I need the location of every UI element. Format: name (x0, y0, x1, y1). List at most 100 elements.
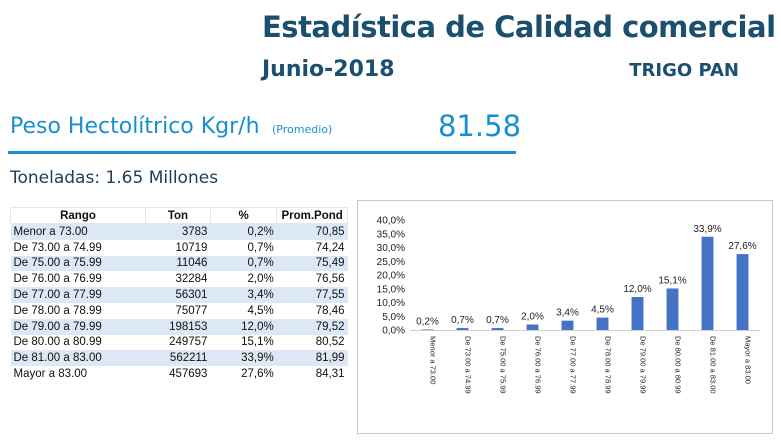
table-row: De 73.00 a 74.99 10719 0,7% 74,24 (11, 240, 348, 256)
y-tick-label: 20,0% (377, 271, 405, 282)
metric-label: Peso Hectolítrico Kgr/h (10, 114, 260, 139)
cell-pct: 0,2% (210, 223, 277, 240)
cell-rango: De 77.00 a 77.99 (10, 287, 146, 303)
table-row: De 81.00 a 83.00 562211 33,9% 81,99 (10, 350, 348, 367)
table-row: De 77.00 a 77.99 56301 3,4% 77,55 (10, 287, 348, 303)
cell-prom: 77,55 (276, 287, 348, 303)
cell-prom: 84,31 (315, 368, 345, 381)
column-header-ton: Ton (144, 207, 211, 224)
table-row: Mayor a 83.00 457693 27,6% 84,31 (11, 366, 348, 382)
x-tick-label: De 80.00 a 80.99 (674, 336, 683, 394)
cell-ton: 10719 (175, 241, 208, 254)
table-row: Menor a 73.00 3783 0,2% 70,85 (10, 223, 348, 240)
cell-rango: Mayor a 83.00 (13, 368, 88, 381)
cell-rango: De 79.00 a 79.99 (10, 318, 146, 335)
cell-prom: 74,24 (315, 241, 345, 254)
cell-pct: 4,5% (247, 304, 274, 317)
y-tick-label: 10,0% (377, 298, 405, 309)
cell-rango: De 76.00 a 76.99 (13, 273, 102, 286)
bar-value-label: 4,5% (591, 305, 614, 316)
cell-pct: 12,0% (210, 318, 277, 335)
cell-pct: 27,6% (241, 368, 274, 381)
bar (421, 329, 434, 331)
table-header-row: Rango Ton % Prom.Pond (10, 207, 348, 224)
product-name: TRIGO PAN (629, 60, 739, 81)
metric-underline (8, 151, 516, 154)
cell-ton: 75077 (175, 304, 208, 317)
cell-rango: De 75.00 a 75.99 (10, 255, 146, 272)
cell-pct: 2,0% (247, 273, 274, 286)
bar-value-label: 27,6% (728, 241, 756, 252)
bar-value-label: 3,4% (556, 308, 579, 319)
column-header-rango: Rango (10, 207, 146, 224)
metric-sublabel: (Promedio) (272, 123, 333, 136)
x-tick-label: De 81.00 a 83.00 (709, 336, 718, 394)
cell-ton: 56301 (145, 287, 211, 303)
x-tick-label: Mayor a 83.00 (744, 336, 753, 384)
cell-ton: 11046 (145, 255, 211, 272)
cell-ton: 32284 (175, 273, 208, 286)
bar (596, 317, 609, 330)
cell-ton: 249757 (169, 336, 208, 349)
bar (526, 324, 539, 330)
bar-value-label: 15,1% (658, 275, 686, 286)
y-tick-label: 0,0% (382, 326, 405, 337)
cell-ton: 198153 (145, 318, 211, 335)
y-tick-label: 25,0% (377, 257, 405, 268)
cell-pct: 0,7% (247, 241, 274, 254)
cell-rango: De 73.00 a 74.99 (13, 241, 102, 254)
x-tick-label: Menor a 73.00 (429, 336, 438, 384)
range-table: Rango Ton % Prom.Pond Menor a 73.00 3783… (10, 207, 348, 382)
cell-pct: 33,9% (210, 350, 277, 367)
cell-prom: 78,46 (315, 304, 345, 317)
y-tick-label: 5,0% (382, 312, 405, 323)
bar-value-label: 2,0% (521, 312, 544, 323)
bar (701, 236, 714, 330)
bar (736, 254, 749, 330)
cell-rango: De 80.00 a 80.99 (13, 336, 102, 349)
cell-pct: 15,1% (241, 336, 274, 349)
cell-prom: 70,85 (276, 223, 348, 240)
bar-value-label: 12,0% (623, 284, 651, 295)
table-row: De 80.00 a 80.99 249757 15,1% 80,52 (11, 335, 348, 351)
table-row: De 79.00 a 79.99 198153 12,0% 79,52 (10, 318, 348, 335)
cell-prom: 80,52 (315, 336, 345, 349)
x-tick-label: De 76.00 a 76.99 (534, 336, 543, 394)
column-header-pct: % (209, 207, 278, 224)
cell-ton: 457693 (169, 368, 208, 381)
cell-prom: 75,49 (276, 255, 348, 272)
distribution-bar-chart: 0,0% 5,0% 10,0% 15,0% 20,0% 25,0% 30,0% 35,0% 40… (377, 216, 760, 394)
bar-value-label: 0,2% (416, 316, 439, 327)
table-row: De 78.00 a 78.99 75077 4,5% 78,46 (11, 303, 348, 319)
bar (561, 320, 574, 330)
bar (456, 328, 469, 330)
x-tick-label: De 73.00 a 74.99 (464, 336, 473, 394)
tonnage-total: Toneladas: 1.65 Millones (10, 168, 219, 188)
cell-rango: De 78.00 a 78.99 (13, 304, 102, 317)
report-title: Estadística de Calidad comercial (262, 10, 776, 44)
cell-pct: 3,4% (210, 287, 277, 303)
bar-value-label: 33,9% (693, 224, 721, 235)
x-tick-label: De 75.00 a 75.99 (499, 336, 508, 394)
bar (631, 297, 644, 330)
cell-ton: 3783 (145, 223, 211, 240)
y-tick-label: 35,0% (377, 229, 405, 240)
cell-prom: 76,56 (315, 273, 345, 286)
table-row: De 75.00 a 75.99 11046 0,7% 75,49 (10, 255, 348, 272)
y-tick-label: 40,0% (377, 216, 405, 227)
bar-value-label: 0,7% (486, 315, 509, 326)
bar-value-label: 0,7% (451, 315, 474, 326)
distribution-chart-frame: 0,0% 5,0% 10,0% 15,0% 20,0% 25,0% 30,0% 35,0% 40… (357, 200, 773, 434)
x-tick-label: De 77.00 a 77.99 (569, 336, 578, 394)
y-tick-label: 15,0% (377, 284, 405, 295)
table-row: De 76.00 a 76.99 32284 2,0% 76,56 (11, 271, 348, 287)
cell-ton: 562211 (145, 350, 211, 367)
bar (666, 288, 679, 330)
column-header-prom: Prom.Pond (276, 207, 348, 224)
report-period: Junio-2018 (262, 57, 395, 82)
cell-prom: 79,52 (276, 318, 348, 335)
cell-rango: Menor a 73.00 (10, 223, 146, 240)
x-tick-label: De 78.00 a 78.99 (604, 336, 613, 394)
y-tick-label: 30,0% (377, 243, 405, 254)
metric-value: 81.58 (438, 109, 522, 143)
